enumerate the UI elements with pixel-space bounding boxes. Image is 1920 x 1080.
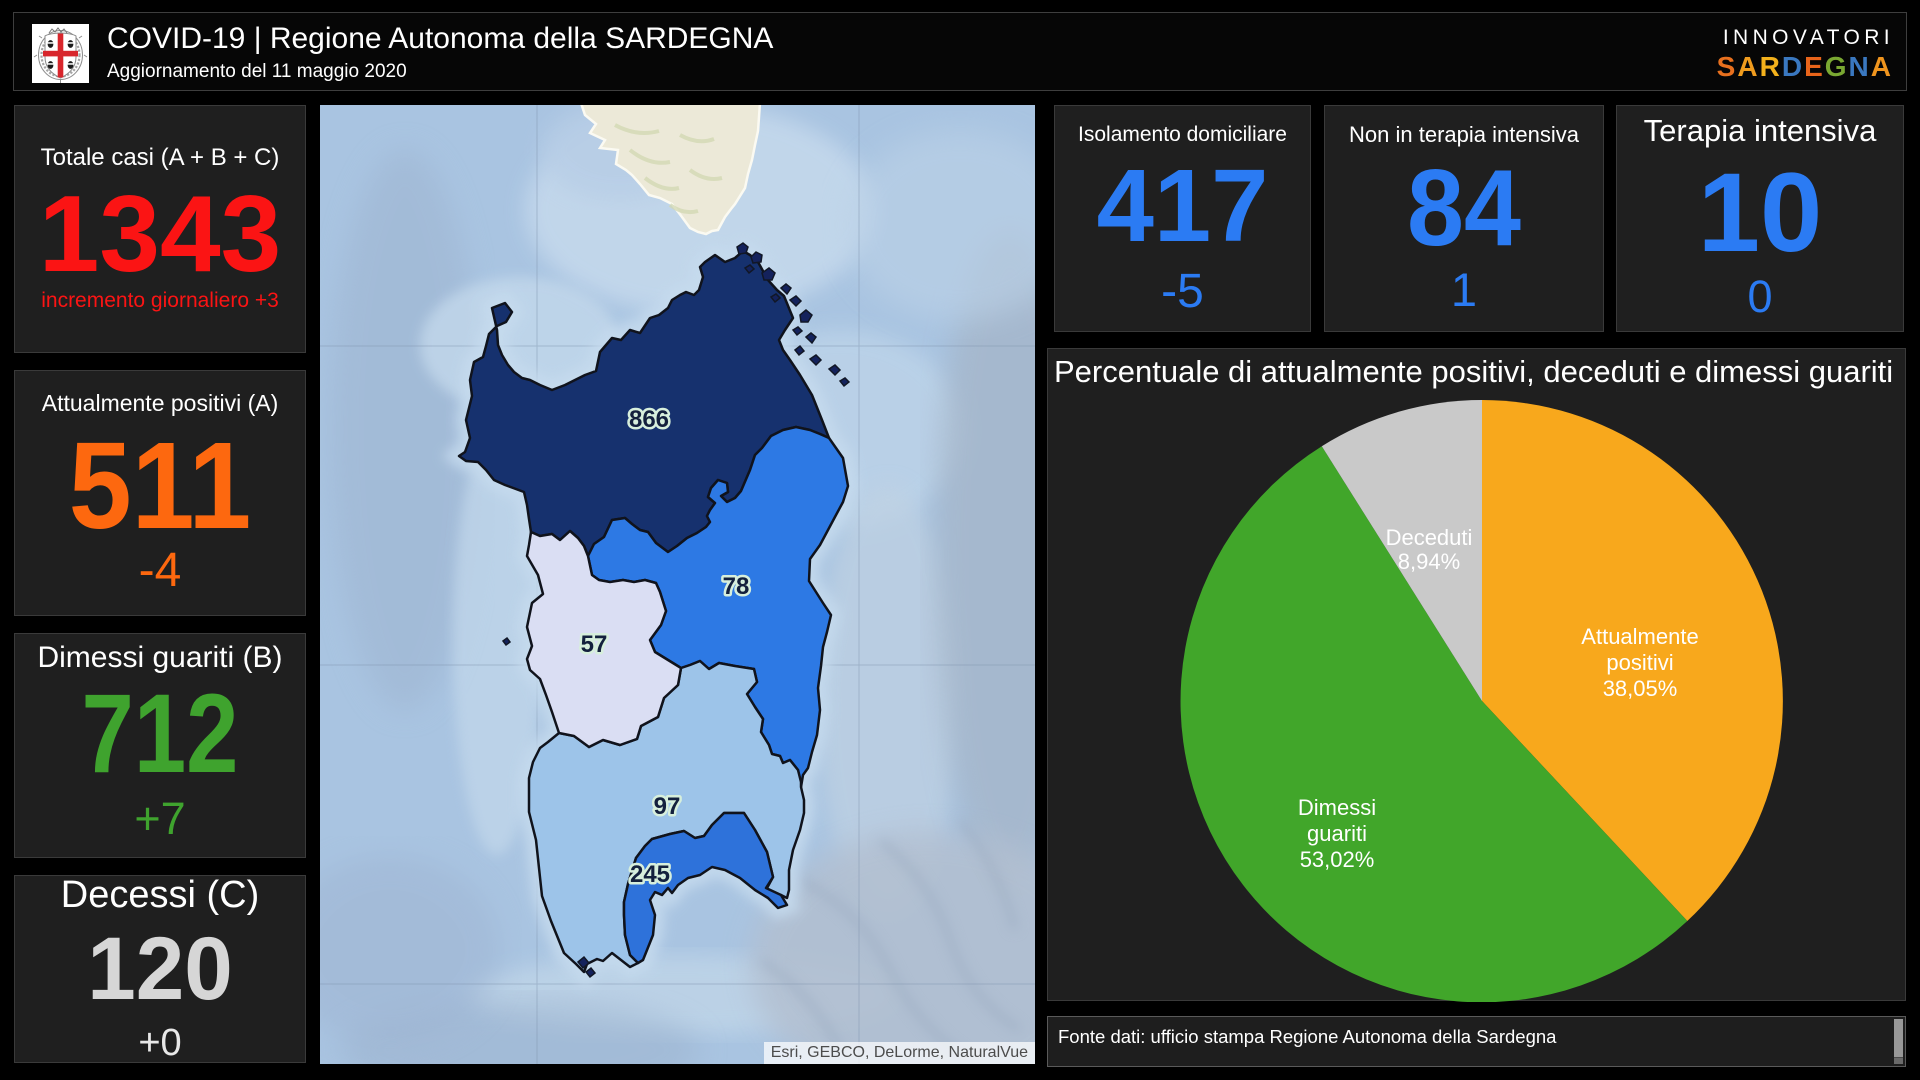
svg-text:positivi: positivi [1606, 650, 1673, 675]
svg-text:Deceduti: Deceduti [1386, 525, 1473, 550]
svg-text:38,05%: 38,05% [1603, 676, 1678, 701]
svg-text:guariti: guariti [1307, 821, 1367, 846]
svg-text:245: 245 [630, 861, 670, 888]
svg-text:8,94%: 8,94% [1398, 549, 1460, 574]
svg-text:57: 57 [581, 631, 608, 658]
svg-text:866: 866 [629, 406, 669, 433]
svg-text:97: 97 [654, 793, 681, 820]
svg-text:Dimessi: Dimessi [1298, 795, 1376, 820]
svg-text:Attualmente: Attualmente [1581, 624, 1698, 649]
svg-text:78: 78 [723, 573, 750, 600]
svg-text:53,02%: 53,02% [1300, 847, 1375, 872]
